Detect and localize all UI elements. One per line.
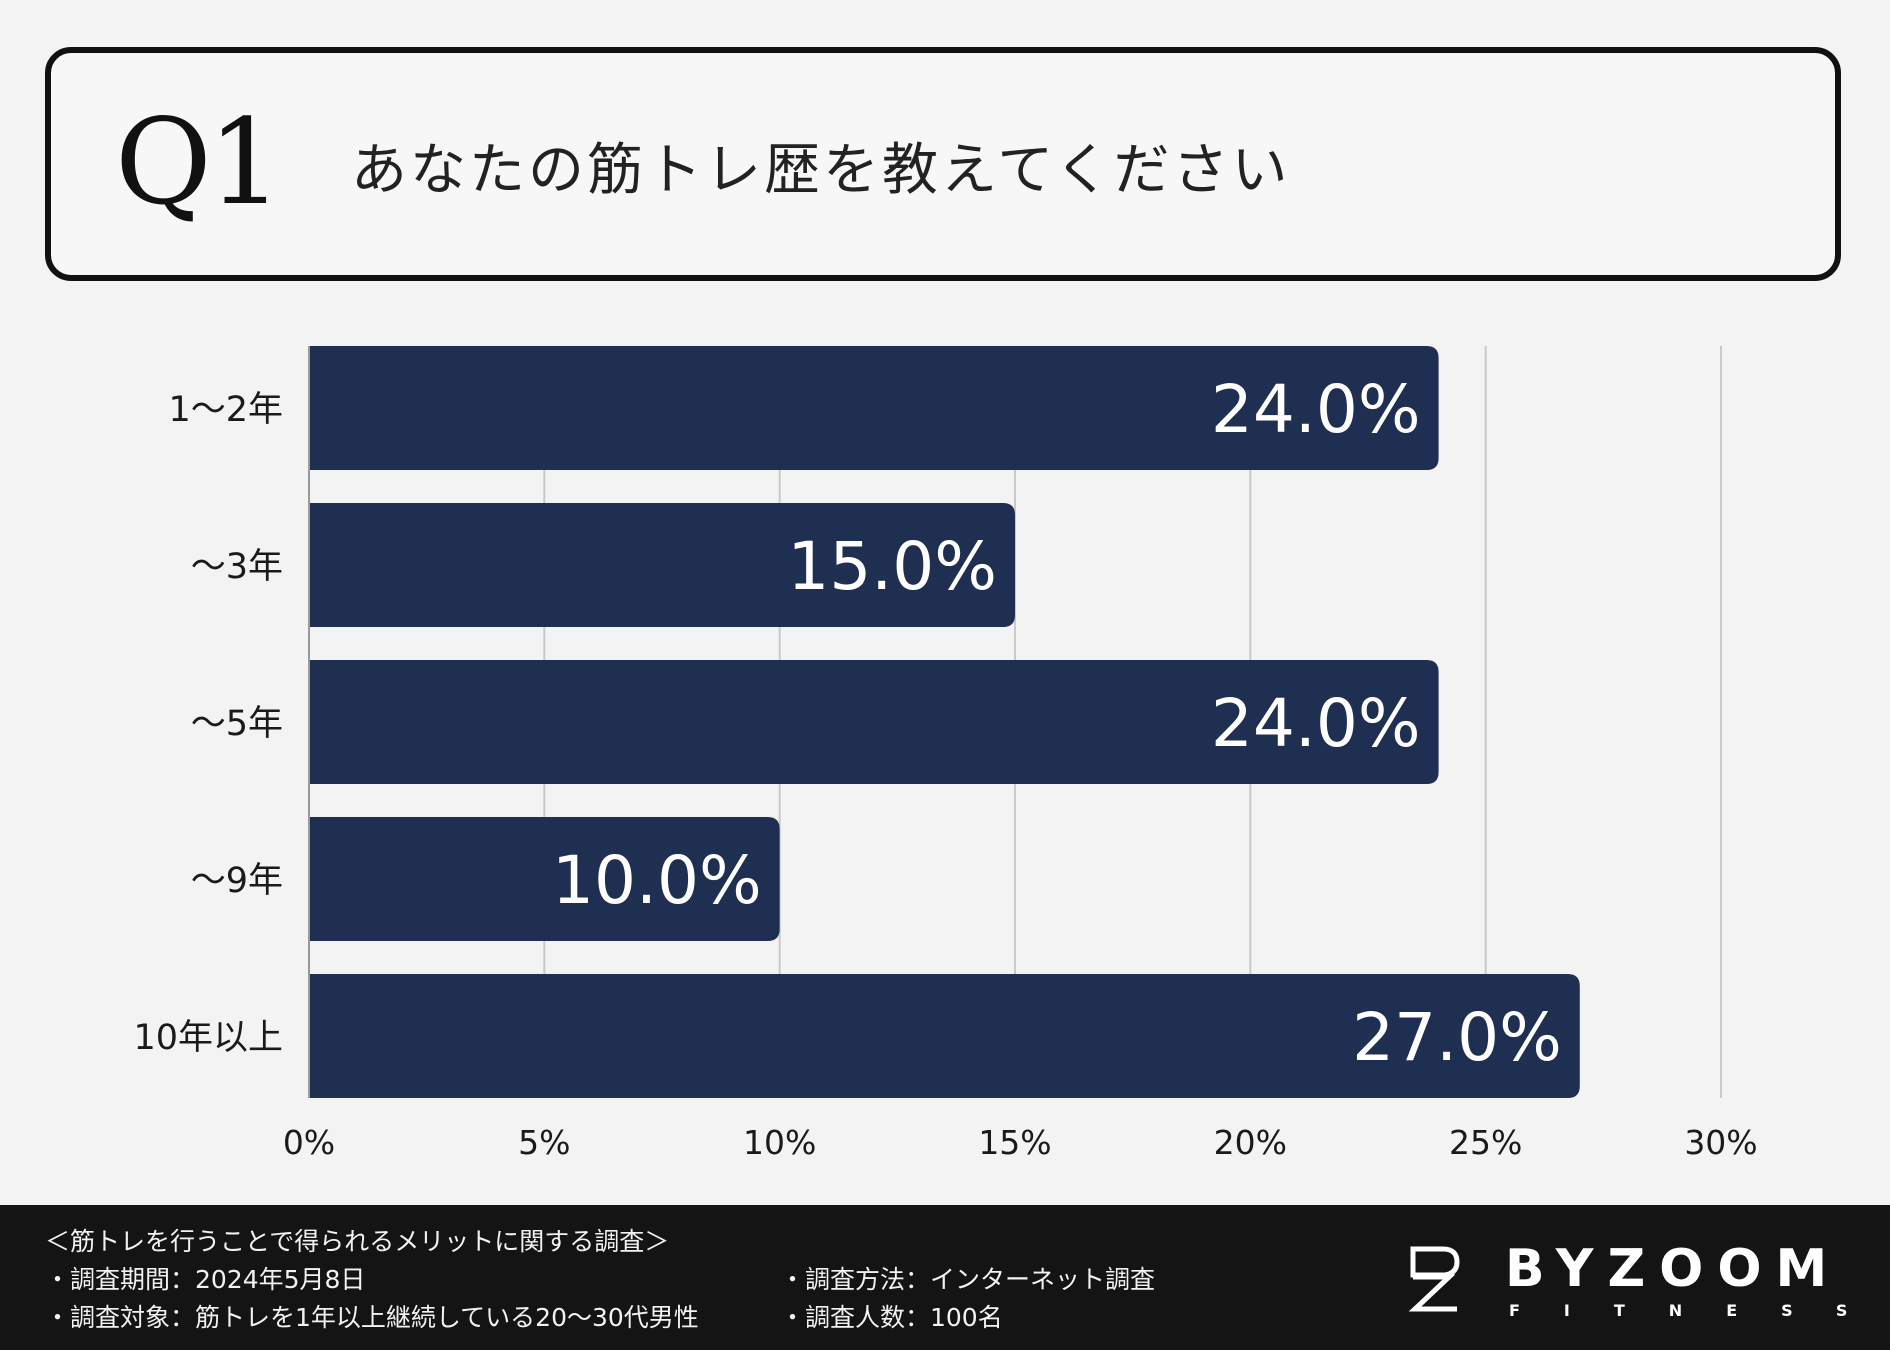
survey-period: ・調査期間：2024年5月8日 (45, 1265, 366, 1294)
logo-sub: FITNESS (1509, 1301, 1890, 1320)
category-label: 1〜2年 (168, 390, 283, 430)
bar-chart: 24.0% 1〜2年 15.0% 〜3年 24.0% 〜5年 10.0% 〜9年 27.0% 10… (133, 346, 1758, 1162)
question-number: Q1 (115, 93, 283, 231)
bar-value-label: 10.0% (552, 842, 762, 919)
bz-monogram-icon (1408, 1246, 1460, 1312)
bar-value-label: 24.0% (1211, 685, 1421, 762)
category-label: 10年以上 (133, 1018, 283, 1058)
bar-value-label: 27.0% (1352, 999, 1562, 1076)
bar-value-label: 24.0% (1211, 371, 1421, 448)
x-tick-label: 5% (518, 1123, 570, 1162)
x-tick-label: 25% (1449, 1123, 1522, 1162)
x-tick-label: 0% (283, 1123, 335, 1162)
bar (309, 974, 1580, 1098)
x-tick-label: 10% (743, 1123, 816, 1162)
x-tick-label: 20% (1214, 1123, 1287, 1162)
x-tick-label: 30% (1684, 1123, 1757, 1162)
bar (309, 660, 1439, 784)
question-text: あなたの筋トレ歴を教えてください (351, 138, 1291, 203)
logo-name: BYZOOM (1505, 1239, 1842, 1299)
survey-method: ・調査方法：インターネット調査 (780, 1265, 1156, 1294)
survey-count: ・調査人数：100名 (780, 1303, 1003, 1332)
byzoom-logo: BYZOOM FITNESS (1405, 1243, 1855, 1323)
bar-value-label: 15.0% (787, 528, 997, 605)
bar (309, 503, 1015, 627)
survey-title: ＜筋トレを行うことで得られるメリットに関する調査＞ (45, 1227, 670, 1256)
category-label: 〜3年 (191, 547, 283, 587)
category-label: 〜9年 (191, 861, 283, 901)
bar (309, 817, 780, 941)
bar (309, 346, 1439, 470)
category-label: 〜5年 (191, 704, 283, 744)
footer: ＜筋トレを行うことで得られるメリットに関する調査＞ ・調査期間：2024年5月8… (0, 1205, 1890, 1350)
survey-target: ・調査対象：筋トレを1年以上継続している20〜30代男性 (45, 1303, 699, 1332)
x-tick-label: 15% (978, 1123, 1051, 1162)
question-box: Q1 あなたの筋トレ歴を教えてください (45, 47, 1841, 281)
